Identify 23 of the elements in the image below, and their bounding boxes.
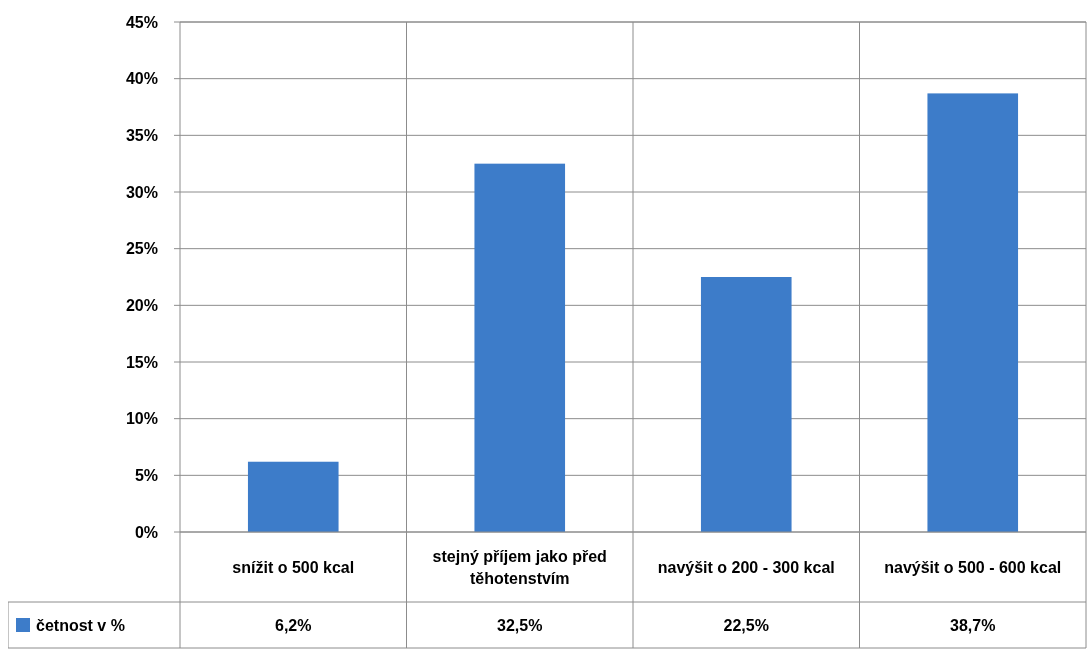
- data-label: 32,5%: [497, 616, 543, 634]
- bar: [474, 163, 566, 532]
- y-tick-label: 35%: [125, 126, 158, 144]
- x-tick-label: stejný příjem jako před těhotenstvím: [432, 547, 607, 587]
- y-tick-label: 30%: [125, 183, 158, 201]
- x-tick-label: navýšit o 200 - 300 kcal: [657, 558, 835, 576]
- data-label: 22,5%: [723, 616, 769, 634]
- y-tick-label: 25%: [125, 240, 158, 258]
- x-tick-label: navýšit o 500 - 600 kcal: [884, 558, 1062, 576]
- y-tick-label: 20%: [125, 296, 158, 314]
- y-tick-label: 10%: [125, 410, 158, 428]
- y-tick-label: 45%: [125, 13, 158, 31]
- legend-label: četnost v %: [36, 616, 125, 634]
- bar: [700, 277, 792, 532]
- y-tick-label: 40%: [125, 70, 158, 88]
- data-label: 38,7%: [950, 616, 996, 634]
- y-tick-label: 5%: [134, 466, 158, 484]
- y-tick-label: 15%: [125, 353, 158, 371]
- y-tick-label: 0%: [134, 523, 158, 541]
- x-tick-label: snížit o 500 kcal: [232, 558, 355, 576]
- bar: [927, 93, 1019, 532]
- bar: [247, 461, 339, 532]
- data-label: 6,2%: [275, 616, 312, 634]
